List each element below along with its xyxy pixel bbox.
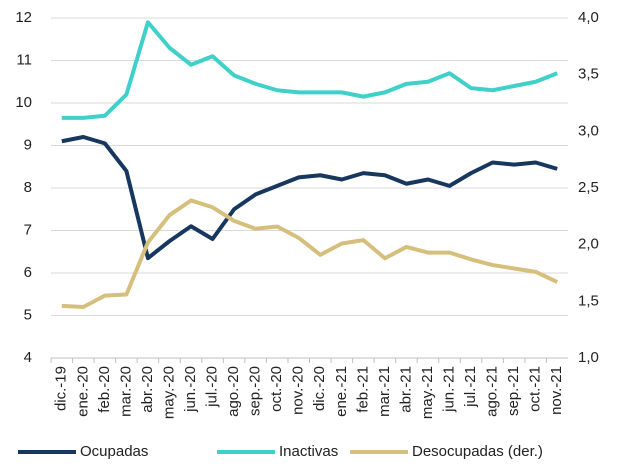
x-tick-label: may.-21	[419, 366, 436, 419]
y-tick-label: 4	[24, 349, 32, 366]
y-tick-label: 10	[15, 94, 32, 111]
y-tick-label: 8	[24, 179, 32, 196]
y2-tick-label: 2,0	[578, 236, 599, 253]
line-series	[61, 135, 558, 261]
x-tick-label: abr.-20	[139, 366, 156, 413]
x-tick-label: dic.-19	[53, 366, 70, 411]
x-tick-label: sep.-21	[505, 366, 522, 416]
x-tick-label: oct.-20	[268, 366, 285, 412]
x-tick-label: jun.-21	[440, 366, 457, 413]
y-tick-label: 7	[24, 221, 32, 238]
y2-tick-label: 1,5	[578, 292, 599, 309]
x-tick-label: abr.-21	[397, 366, 414, 413]
y2-tick-label: 3,5	[578, 66, 599, 83]
x-tick-label: sep.-20	[247, 366, 264, 416]
y-tick-label: 6	[24, 264, 32, 281]
x-tick-label: feb.-20	[96, 366, 113, 413]
y-tick-label: 5	[24, 306, 32, 323]
x-tick-label: jun.-20	[182, 366, 199, 413]
y-tick-label: 9	[24, 136, 32, 153]
x-tick-label: dic.-20	[311, 366, 328, 411]
y2-tick-label: 2,5	[578, 179, 599, 196]
y2-tick-label: 1,0	[578, 349, 599, 366]
line-series	[61, 20, 558, 120]
line-series	[61, 198, 559, 309]
legend-label: Ocupadas	[80, 443, 148, 460]
x-tick-label: may.-20	[160, 366, 177, 419]
x-tick-label: nov.-21	[548, 366, 565, 415]
y2-tick-label: 4,0	[578, 9, 599, 26]
y2-tick-label: 3,0	[578, 122, 599, 139]
x-tick-label: ene.-20	[74, 366, 91, 417]
x-tick-label: nov.-20	[290, 366, 307, 415]
x-tick-label: ene.-21	[333, 366, 350, 417]
legend-label: Inactivas	[279, 443, 338, 460]
x-tick-label: ago.-21	[484, 366, 501, 417]
x-tick-label: feb.-21	[354, 366, 371, 413]
legend-label: Desocupadas (der.)	[412, 443, 543, 460]
y-tick-label: 12	[15, 9, 32, 26]
x-tick-label: jul.-20	[204, 366, 221, 408]
x-tick-label: mar.-21	[376, 366, 393, 417]
x-tick-label: oct.-21	[527, 366, 544, 412]
x-tick-label: ago.-20	[225, 366, 242, 417]
y-tick-label: 11	[16, 51, 32, 68]
x-tick-label: mar.-20	[117, 366, 134, 417]
x-tick-label: jul.-21	[462, 366, 479, 408]
